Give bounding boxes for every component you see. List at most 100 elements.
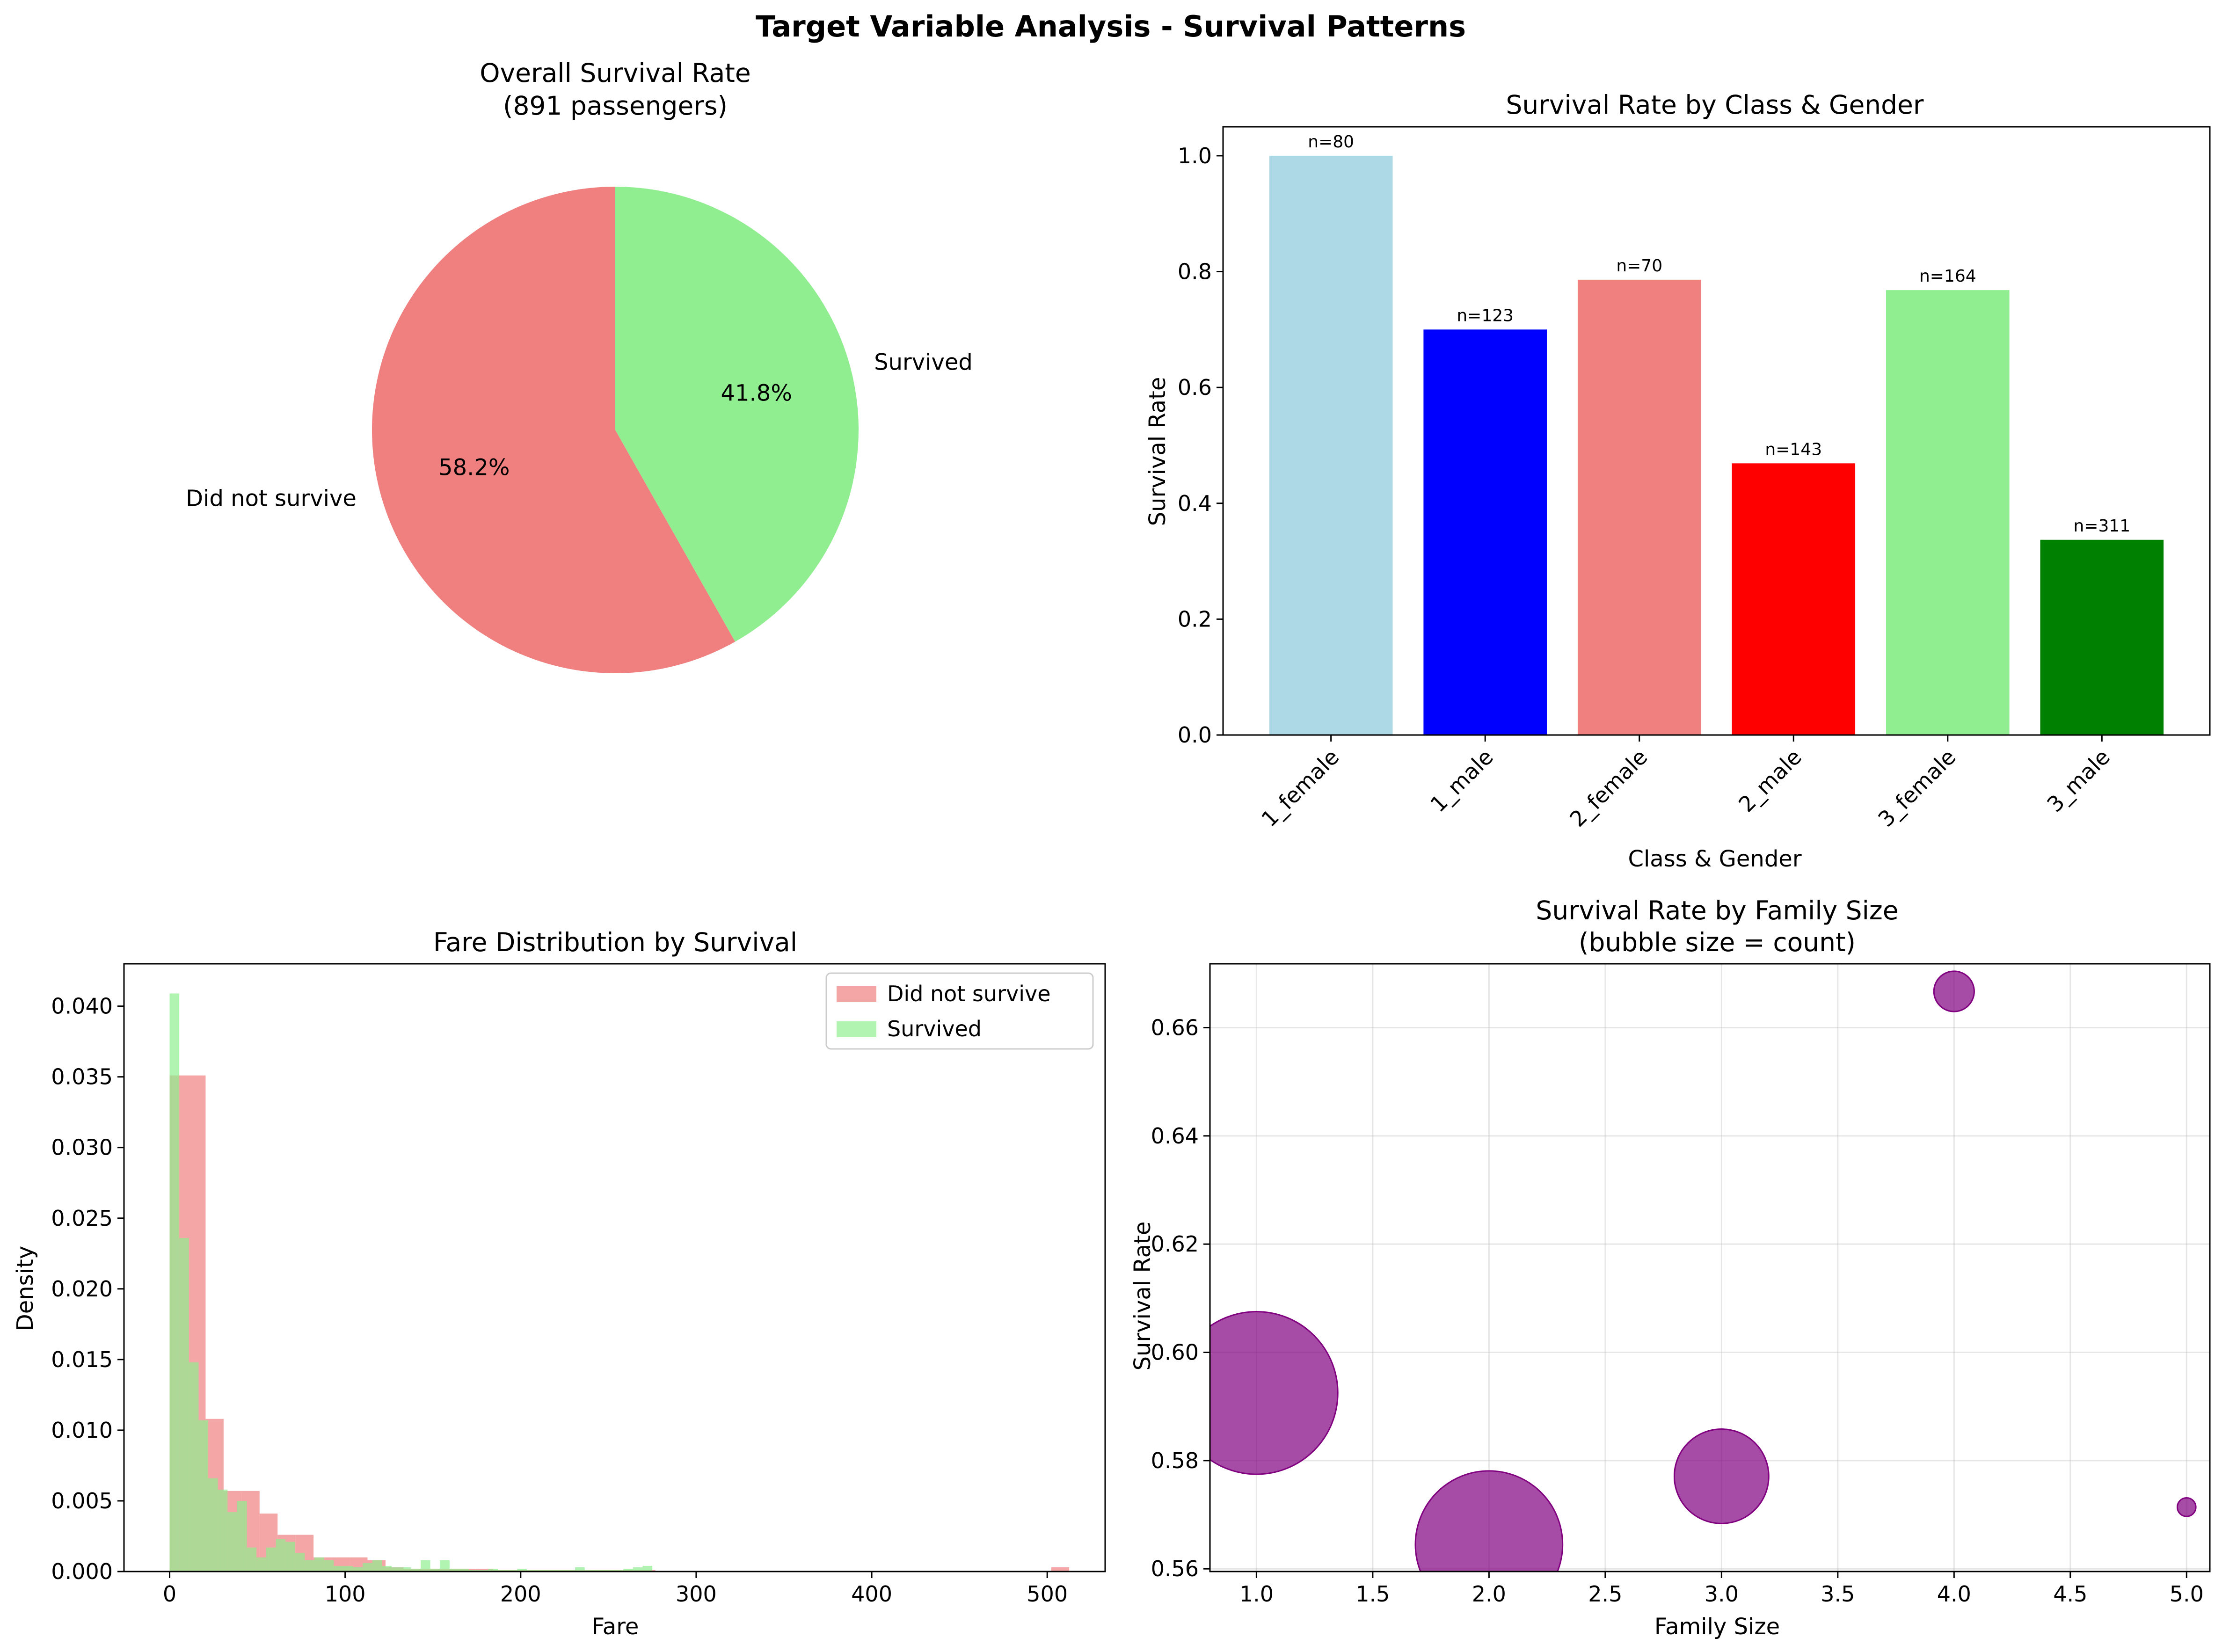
pie-pct-label-1: 41.8% <box>721 380 792 407</box>
bar-1_female <box>1269 155 1393 735</box>
bubble-point-3 <box>1933 970 1975 1012</box>
hist-bar-1-25 <box>411 1568 421 1572</box>
hist-xtick-label-4: 400 <box>851 1581 892 1607</box>
bubble-ylabel: Survival Rate <box>1129 1222 1156 1371</box>
bubble-axes-frame <box>1209 963 2211 1572</box>
hist-bar-1-48 <box>633 1567 643 1572</box>
bar-xtick-label-2: 2_female <box>1565 744 1652 832</box>
hist-legend-box <box>825 972 1094 1050</box>
hist-bar-1-35 <box>507 1570 517 1572</box>
bubble-xtick-label-3: 2.5 <box>1588 1581 1622 1607</box>
bar-ytick-label-1: 0.2 <box>1178 606 1212 632</box>
hist-bar-1-22 <box>382 1565 392 1572</box>
hist-bar-1-32 <box>478 1570 488 1572</box>
hist-bar-1-1 <box>179 1238 189 1572</box>
hist-bar-1-28 <box>440 1560 450 1572</box>
bubble-xtick-label-5: 3.5 <box>1821 1581 1855 1607</box>
bar-plot: 0.0 0.2 0.4 0.6 0.8 1.0 n=80 1_female n=123 1_mal… <box>1178 126 2211 832</box>
bar-ylabel: Survival Rate <box>1144 377 1171 526</box>
bar-annotation-3: n=143 <box>1765 440 1822 459</box>
hist-ytick-label-0: 0.000 <box>51 1559 113 1584</box>
hist-ytick-label-7: 0.035 <box>51 1064 113 1090</box>
hist-bar-1-45 <box>604 1570 614 1572</box>
hist-legend-swatch-1 <box>837 1021 876 1037</box>
hist-ylabel: Density <box>12 1246 38 1331</box>
bubble-ytick-label-3: 0.62 <box>1151 1231 1199 1257</box>
pie-slice-1 <box>615 187 859 642</box>
hist-bar-1-21 <box>372 1560 382 1572</box>
bubble-point-0 <box>1210 1311 1339 1475</box>
hist-bar-1-24 <box>401 1567 411 1572</box>
hist-bar-1-38 <box>536 1570 546 1572</box>
hist-title: Fare Distribution by Survival <box>433 927 797 957</box>
hist-bar-1-19 <box>353 1567 363 1572</box>
hist-bar-1-46 <box>613 1570 624 1572</box>
bar-3_male <box>2040 539 2164 735</box>
bar-xtick-label-4: 3_female <box>1873 744 1960 832</box>
hist-bar-1-41 <box>565 1570 576 1572</box>
bar-annotation-0: n=80 <box>1308 132 1354 152</box>
hist-xtick-label-5: 500 <box>1027 1581 1068 1607</box>
bubble-point-4 <box>2176 1497 2197 1517</box>
bubble-ytick-label-5: 0.66 <box>1151 1015 1199 1040</box>
hist-bar-1-10 <box>266 1547 276 1572</box>
hist-bar-1-40 <box>555 1570 566 1572</box>
hist-xtick-label-3: 300 <box>676 1581 717 1607</box>
hist-xtick-label-0: 0 <box>163 1581 176 1607</box>
hist-bar-1-12 <box>285 1542 295 1572</box>
bubble-points <box>1210 970 2197 1572</box>
bar-xtick-label-1: 1_male <box>1425 744 1498 817</box>
bubble-ytick-label-4: 0.64 <box>1151 1123 1199 1149</box>
pie-panel: Overall Survival Rate (891 passengers) 5… <box>186 58 973 674</box>
hist-legend-swatch-0 <box>837 986 876 1002</box>
bubble-title-line1: Survival Rate by Family Size <box>1536 895 1898 925</box>
hist-bar-1-26 <box>420 1560 430 1572</box>
bar-annotation-2: n=70 <box>1616 256 1662 276</box>
hist-bar-1-47 <box>623 1568 633 1572</box>
hist-axes-frame <box>123 963 1106 1572</box>
bar-xtick-label-0: 1_female <box>1256 744 1344 832</box>
hist-bar-1-43 <box>584 1570 595 1572</box>
hist-panel: Fare Distribution by Survival 0.000 0.005… <box>12 927 1106 1640</box>
bubble-ytick-label-1: 0.58 <box>1151 1448 1199 1473</box>
pie-label-1: Survived <box>874 349 973 375</box>
hist-bar-1-42 <box>575 1567 585 1572</box>
pie-title-line2: (891 passengers) <box>503 91 728 121</box>
hist-bar-1-11 <box>276 1539 286 1572</box>
bubble-xtick-label-7: 4.5 <box>2053 1581 2087 1607</box>
hist-legend-label-1: Survived <box>887 1016 982 1041</box>
hist-ytick-label-8: 0.040 <box>51 994 113 1019</box>
figure-suptitle: Target Variable Analysis - Survival Patt… <box>756 9 1466 44</box>
hist-ytick-label-5: 0.025 <box>51 1206 113 1231</box>
hist-bar-1-44 <box>594 1570 604 1572</box>
bubble-panel: Survival Rate by Family Size (bubble siz… <box>1129 895 2211 1640</box>
bubble-xtick-label-4: 3.0 <box>1705 1581 1739 1607</box>
pie-title-line1: Overall Survival Rate <box>480 58 750 88</box>
bubble-point-2 <box>1673 1428 1770 1524</box>
hist-bar-1-16 <box>324 1560 334 1572</box>
hist-ytick-label-1: 0.005 <box>51 1488 113 1514</box>
hist-bar-1-2 <box>189 1362 199 1572</box>
hist-bar-1-34 <box>498 1570 508 1572</box>
bar-xlabel: Class & Gender <box>1628 846 1801 872</box>
hist-bar-1-33 <box>488 1568 498 1572</box>
hist-bar-1-30 <box>459 1568 469 1572</box>
hist-bar-1-7 <box>237 1500 247 1572</box>
hist-ytick-label-3: 0.015 <box>51 1347 113 1372</box>
hist-bar-1-37 <box>526 1570 537 1572</box>
bubble-xtick-label-6: 4.0 <box>1937 1581 1971 1607</box>
bar-panel: Survival Rate by Class & Gender 0.00.20.… <box>1144 90 2211 872</box>
bar-ytick-label-2: 0.4 <box>1178 491 1212 516</box>
hist-bar-1-39 <box>546 1570 556 1572</box>
pie-slices: 58.2% Did not survive 41.8% Survived <box>186 187 973 674</box>
bar-annotation-4: n=164 <box>1919 267 1976 286</box>
bar-ytick-label-5: 1.0 <box>1178 143 1212 168</box>
bubble-xtick-label-1: 1.5 <box>1355 1581 1390 1607</box>
hist-bar-1-23 <box>392 1567 401 1572</box>
hist-bar-1-9 <box>256 1557 266 1572</box>
hist-bar-1-49 <box>642 1565 653 1572</box>
hist-bar-1-27 <box>430 1568 440 1572</box>
bar-ytick-label-0: 0.0 <box>1178 722 1212 748</box>
hist-bar-1-8 <box>247 1547 257 1572</box>
